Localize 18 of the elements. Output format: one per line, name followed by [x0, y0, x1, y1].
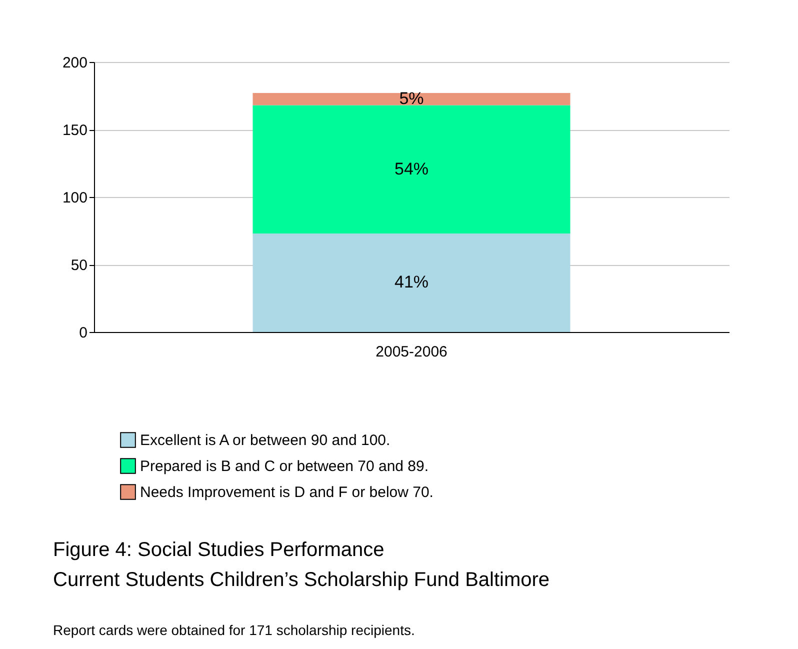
annotation: 54%	[394, 159, 429, 178]
legend-label: Excellent is A or between 90 and 100.	[140, 432, 390, 449]
annotation: 5%	[399, 89, 424, 108]
y-tick-label: 100	[62, 190, 88, 206]
legend-label: Prepared is B and C or between 70 and 89.	[140, 458, 429, 475]
text: Figure 4: Social Studies Performance	[53, 539, 384, 561]
x-tick-label: 2005-2006	[376, 344, 448, 360]
text: Report cards were obtained for 171 scholarship recipients.	[53, 622, 415, 638]
text: Current Students Children’s Scholarship Fund Baltimore	[53, 569, 550, 591]
legend-label: Needs Improvement is D and F or below 70.	[140, 484, 434, 501]
bar	[252, 93, 570, 106]
y-tick-label: 50	[70, 257, 88, 274]
bar	[252, 105, 570, 234]
y-tick-label: 150	[62, 122, 88, 139]
annotation: 41%	[394, 272, 429, 292]
y-tick-label: 0	[79, 324, 88, 342]
bar	[252, 233, 570, 332]
y-tick-label: 200	[62, 54, 88, 72]
